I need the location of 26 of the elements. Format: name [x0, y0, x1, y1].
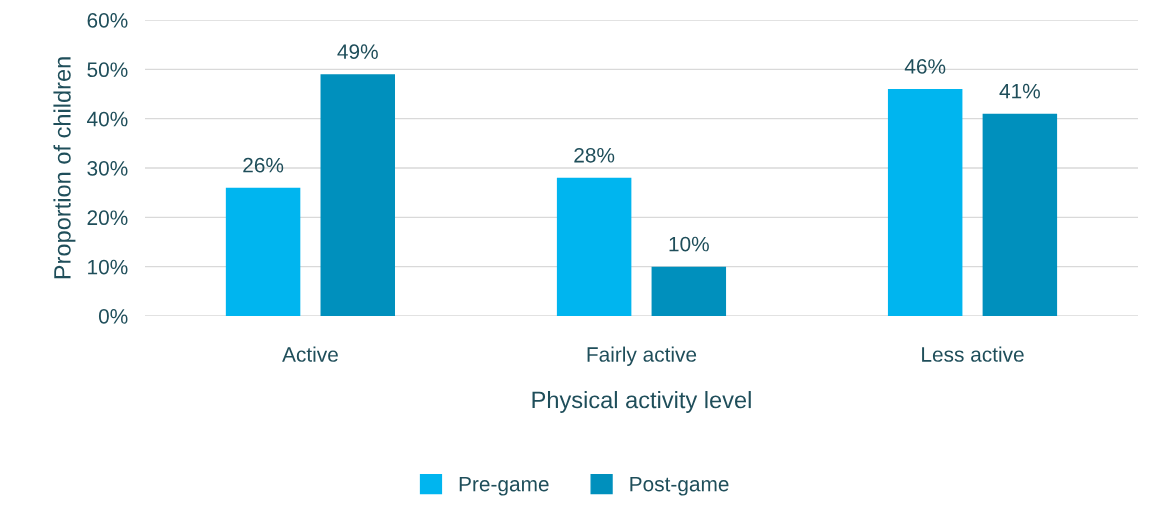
y-tick-label: 30% [87, 160, 128, 176]
x-axis-title: Physical activity level [532, 390, 751, 413]
x-tick-label: Active [282, 346, 338, 362]
y-tick-label: 40% [87, 111, 128, 127]
y-axis-title: Proportion of children [53, 57, 76, 279]
x-tick-label: Less active [922, 346, 1024, 362]
legend-label: Post-game [630, 476, 729, 496]
y-tick-label: 20% [87, 210, 128, 226]
bar [982, 113, 1058, 316]
data-label: 46% [904, 59, 946, 74]
data-label: 41% [999, 83, 1040, 99]
bar [651, 266, 727, 316]
data-label: 10% [669, 236, 709, 252]
legend-label: Pre-game [459, 476, 549, 496]
y-tick-label: 50% [87, 62, 128, 78]
y-tick-label: 0% [98, 309, 128, 324]
bar [225, 187, 301, 316]
bar [320, 74, 396, 316]
y-tick-label: 10% [88, 259, 128, 275]
bar [556, 177, 632, 316]
y-tick-label: 60% [87, 12, 128, 28]
x-tick-label: Fairly active [587, 346, 697, 366]
data-label: 28% [574, 147, 615, 163]
data-label: 26% [243, 157, 284, 173]
bar [887, 89, 963, 316]
data-label: 49% [337, 44, 378, 60]
